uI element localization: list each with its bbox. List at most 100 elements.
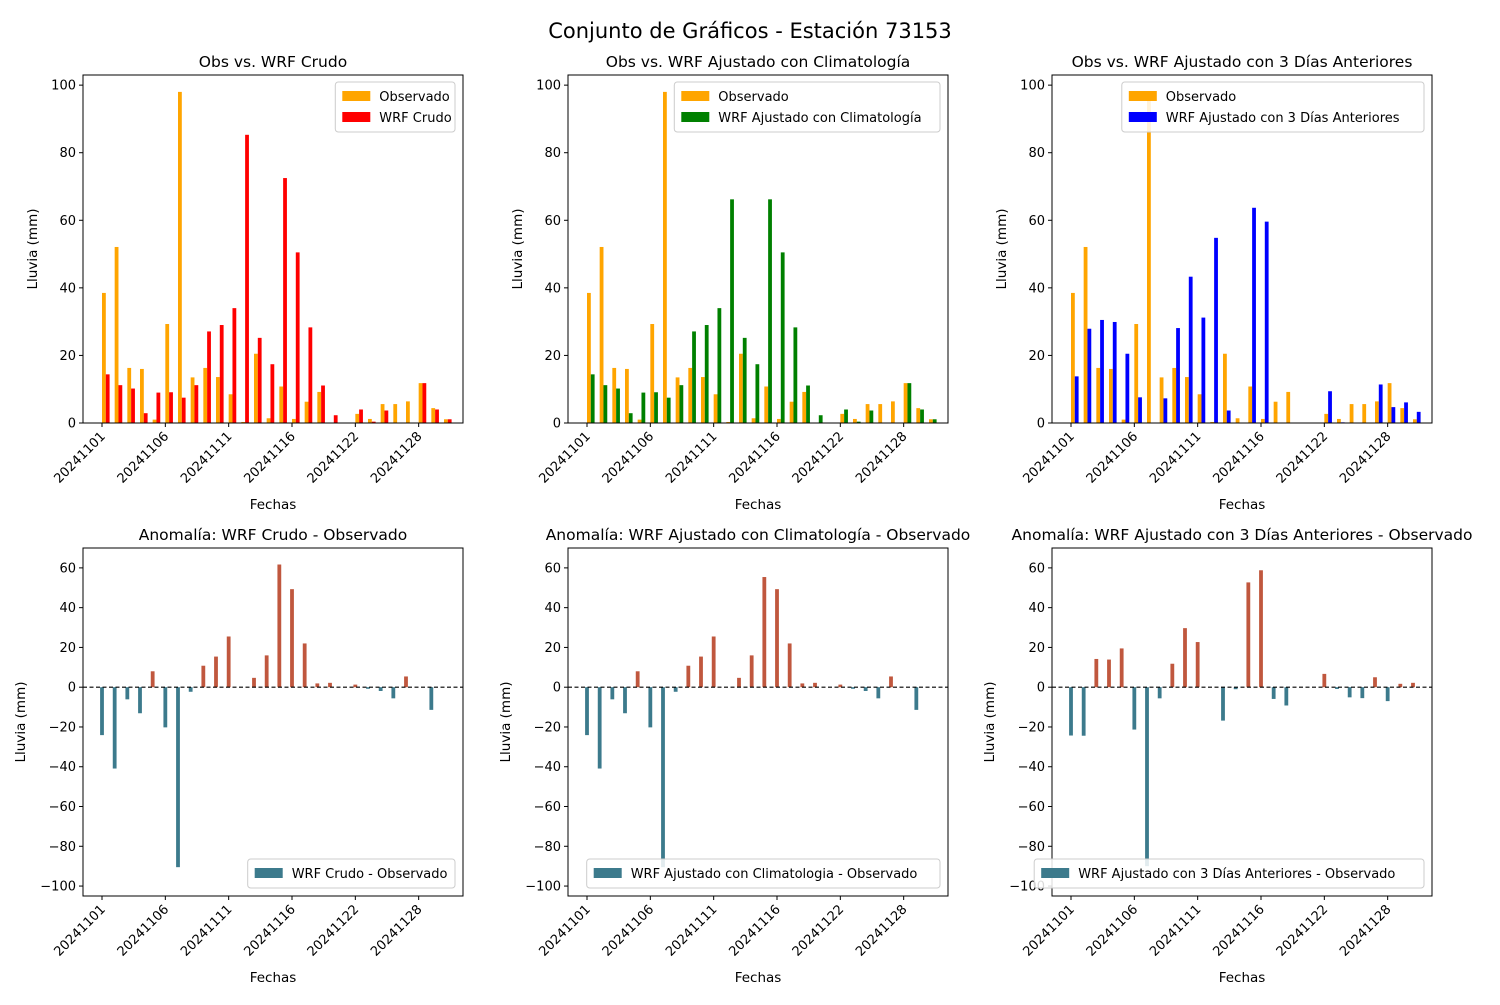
bar-s1-17 (788, 643, 792, 687)
bar-s1-2 (600, 247, 604, 423)
legend-swatch (681, 91, 709, 101)
bar-s1-2 (1084, 247, 1088, 423)
bar-s1-15 (279, 387, 283, 423)
bar-s1-10 (701, 377, 705, 423)
bar-s1-1 (102, 293, 106, 423)
y-tick-label: 20 (59, 349, 76, 364)
bar-s2-10 (220, 325, 224, 423)
panel-title: Anomalía: WRF Crudo - Observado (139, 526, 408, 544)
bar-s1-21 (840, 414, 844, 423)
bar-s2-21 (1328, 391, 1332, 423)
x-axis-label: Fechas (735, 497, 782, 513)
bar-s1-13 (737, 678, 741, 687)
y-axis-label: Lluvia (mm) (994, 209, 1010, 290)
bar-s1-4 (1107, 660, 1111, 688)
bar-s1-24 (878, 404, 882, 423)
bar-s1-14 (1236, 418, 1240, 423)
y-tick-label: 20 (1028, 641, 1045, 656)
bar-s1-4 (138, 687, 142, 713)
bar-s2-5 (156, 393, 160, 423)
legend: WRF Ajustado con Climatologia - Observad… (587, 859, 940, 888)
bar-s1-1 (1071, 293, 1075, 423)
x-axis-label: Fechas (250, 497, 297, 513)
x-axis-label: Fechas (250, 970, 297, 986)
legend-label: Observado (379, 90, 450, 105)
bar-s2-17 (793, 327, 797, 423)
bar-s2-2 (118, 385, 122, 423)
panel-title: Obs vs. WRF Ajustado con 3 Días Anterior… (1072, 53, 1413, 71)
bar-s1-25 (889, 676, 893, 687)
bar-s1-22 (1337, 419, 1341, 423)
bar-s1-13 (252, 678, 256, 687)
bar-s2-28 (933, 419, 937, 423)
bar-s1-8 (191, 377, 195, 423)
y-tick-label: −40 (49, 760, 76, 775)
bar-s2-19 (334, 415, 338, 423)
bar-s1-23 (1350, 404, 1354, 423)
y-tick-label: 20 (544, 349, 561, 364)
y-tick-label: 60 (544, 561, 561, 576)
bar-s1-13 (254, 354, 258, 423)
legend-label: Observado (718, 90, 789, 105)
y-tick-label: 0 (68, 681, 76, 696)
bar-s2-14 (270, 364, 274, 423)
bar-s2-1 (591, 374, 595, 423)
bar-s1-2 (115, 247, 119, 423)
bar-s1-16 (775, 589, 779, 687)
bar-s1-5 (638, 420, 642, 423)
bar-s1-13 (1223, 354, 1227, 423)
bar-s1-17 (1272, 687, 1276, 699)
bar-s1-25 (891, 401, 895, 423)
bar-s1-14 (265, 655, 269, 687)
bar-s2-11 (232, 308, 236, 423)
bar-s1-16 (290, 589, 294, 687)
legend-label: WRF Ajustado con 3 Días Anteriores - Obs… (1078, 867, 1395, 882)
bar-s1-6 (1132, 687, 1136, 729)
y-tick-label: 80 (59, 146, 76, 161)
bar-s1-6 (650, 324, 654, 423)
x-axis-label: Fechas (1219, 970, 1266, 986)
bar-s1-24 (393, 404, 397, 423)
legend: WRF Ajustado con 3 Días Anteriores - Obs… (1034, 859, 1424, 888)
bar-s2-7 (182, 398, 186, 423)
y-tick-label: −100 (40, 880, 76, 895)
bar-s1-11 (712, 636, 716, 687)
bar-s2-8 (1163, 398, 1167, 423)
y-tick-label: −40 (1018, 760, 1045, 775)
y-tick-label: 40 (59, 281, 76, 296)
legend: WRF Crudo - Observado (248, 859, 455, 888)
bar-s1-27 (429, 687, 433, 710)
bar-s1-22 (368, 419, 372, 423)
bar-s1-8 (1160, 377, 1164, 423)
bar-s2-21 (359, 409, 363, 423)
bar-s2-8 (194, 385, 198, 423)
bar-s2-4 (629, 413, 633, 423)
y-axis-label: Lluvia (mm) (510, 209, 526, 290)
bar-s1-1 (587, 293, 591, 423)
bar-s2-28 (448, 419, 452, 423)
y-axis-label: Lluvia (mm) (498, 682, 514, 763)
legend-label: WRF Ajustado con 3 Días Anteriores (1166, 111, 1400, 126)
x-axis-label: Fechas (735, 970, 782, 986)
bar-s2-16 (296, 252, 300, 423)
bar-s1-9 (1170, 664, 1174, 687)
panel-title: Obs vs. WRF Crudo (199, 53, 347, 71)
bar-s2-3 (616, 389, 620, 423)
bar-s2-5 (1125, 354, 1129, 423)
bar-s1-2 (1082, 687, 1086, 736)
bar-s1-8 (1158, 687, 1162, 698)
bar-s2-12 (245, 135, 249, 423)
legend-swatch (681, 112, 709, 122)
bar-s1-23 (381, 404, 385, 423)
y-tick-label: 40 (59, 601, 76, 616)
bar-s1-8 (674, 687, 678, 692)
bar-s1-27 (916, 408, 920, 423)
bar-s1-17 (1274, 402, 1278, 423)
bar-s1-25 (1373, 677, 1377, 687)
bar-s2-9 (692, 331, 696, 423)
bar-s1-15 (1246, 582, 1250, 687)
y-tick-label: −40 (534, 760, 561, 775)
